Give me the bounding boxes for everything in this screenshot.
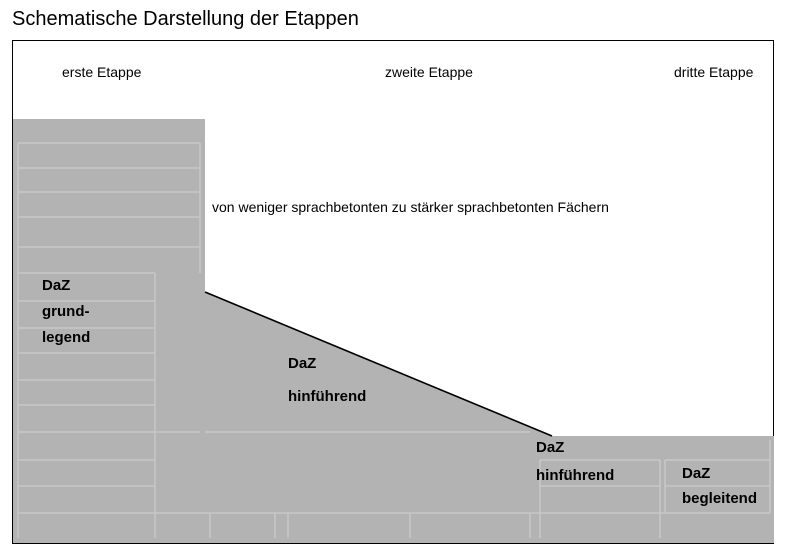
diagram-frame	[12, 40, 774, 544]
stage-label-second: zweite Etappe	[385, 64, 473, 80]
block-label-line: DaZ	[682, 465, 711, 482]
first-stage-block	[13, 119, 205, 543]
second-stage-slope	[205, 292, 662, 543]
block-label-line: begleitend	[682, 490, 758, 507]
third-stage-block	[662, 436, 774, 543]
page-title: Schematische Darstellung der Etappen	[12, 8, 359, 30]
block-label-hinfuehrend-2: DaZ hinführend	[536, 434, 614, 490]
block-label-line: DaZ	[288, 355, 317, 372]
stripe-verticals	[17, 143, 771, 538]
block-label-hinfuehrend-1: DaZ hinführend	[288, 347, 366, 413]
block-label-line: hinführend	[536, 467, 615, 484]
block-label-grundlegend: DaZ grund- legend	[42, 273, 90, 351]
block-label-line: hinführend	[288, 388, 367, 405]
block-label-line: legend	[42, 329, 91, 346]
block-label-begleitend: DaZ begleitend	[682, 461, 757, 511]
stage-label-first: erste Etappe	[62, 64, 142, 80]
stage-label-third: dritte Etappe	[674, 64, 754, 80]
block-label-line: grund-	[42, 303, 90, 320]
slope-line	[204, 291, 553, 437]
block-label-line: DaZ	[42, 277, 71, 294]
progression-caption: von weniger sprachbetonten zu stärker sp…	[212, 199, 609, 215]
block-label-line: DaZ	[536, 439, 565, 456]
stripe-lines	[18, 142, 770, 514]
